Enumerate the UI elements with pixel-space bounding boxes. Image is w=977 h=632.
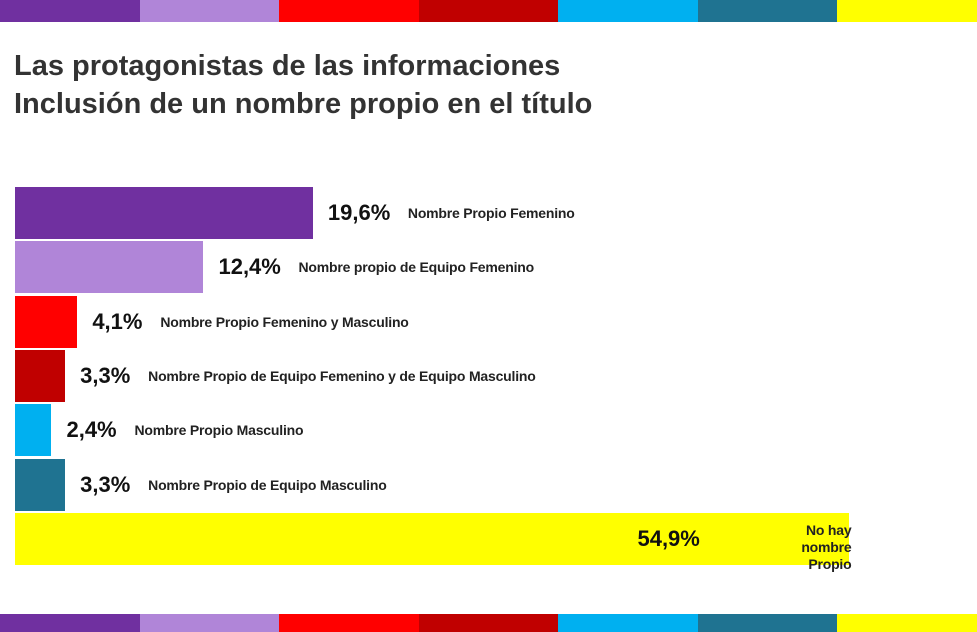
category-label: Nombre Propio de Equipo Femenino y de Eq… <box>148 367 536 384</box>
value-label: 3,3% <box>80 362 131 388</box>
strip-segment <box>279 0 419 22</box>
category-label: No hay nombre Propio <box>801 521 852 572</box>
color-strip <box>0 0 977 22</box>
strip-segment <box>558 0 698 22</box>
bar <box>15 187 313 239</box>
strip-segment <box>418 614 559 632</box>
strip-segment <box>697 614 838 632</box>
strip-segment <box>697 0 838 22</box>
category-label: Nombre Propio Femenino <box>407 205 575 221</box>
value-label: 4,1% <box>92 308 143 334</box>
chart-title: Inclusión de un nombre propio en el títu… <box>14 88 593 120</box>
chart-title: Las protagonistas de las informaciones <box>14 50 561 82</box>
value-label: 3,3% <box>80 471 131 497</box>
value-label: 19,6% <box>327 200 391 225</box>
category-label: Nombre Propio Femenino y Masculino <box>160 313 409 330</box>
strip-segment <box>279 614 419 632</box>
bar <box>15 295 78 348</box>
strip-segment <box>558 614 698 632</box>
strip-segment <box>139 614 280 632</box>
strip-segment <box>0 614 140 632</box>
bar <box>15 349 66 402</box>
bar <box>15 512 850 565</box>
category-label: Nombre Propio de Equipo Masculino <box>148 476 387 493</box>
strip-segment <box>418 0 559 22</box>
value-label: 12,4% <box>218 254 281 280</box>
value-label: 2,4% <box>66 417 117 443</box>
strip-segment <box>837 0 977 22</box>
category-label: Nombre Propio Masculino <box>134 422 304 439</box>
color-strip <box>0 614 977 632</box>
bar <box>15 404 52 457</box>
strip-segment <box>0 0 140 22</box>
category-label: Nombre propio de Equipo Femenino <box>298 259 534 276</box>
strip-segment <box>139 0 280 22</box>
strip-segment <box>837 614 977 632</box>
bar <box>15 241 204 294</box>
bar <box>15 458 66 511</box>
value-label: 54,9% <box>637 525 700 551</box>
